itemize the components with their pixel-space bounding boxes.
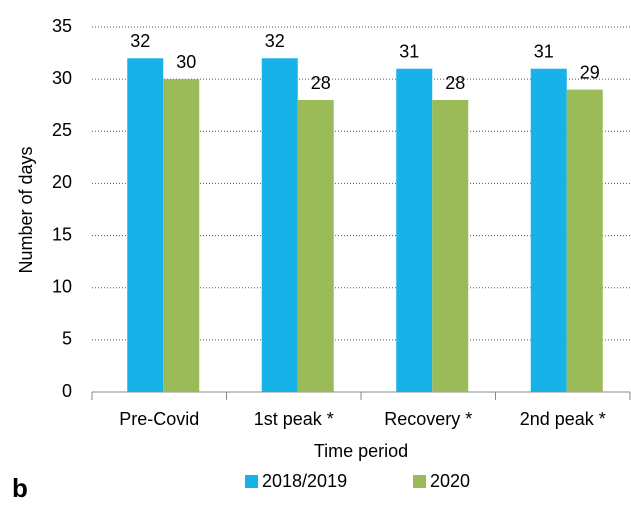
value-label: 28 (445, 73, 465, 93)
value-label: 31 (534, 41, 554, 61)
y-tick-label: 10 (52, 276, 72, 296)
y-tick-label: 35 (52, 16, 72, 36)
legend-label: 2018/2019 (262, 471, 347, 491)
bar (566, 89, 603, 393)
value-label: 30 (176, 52, 196, 72)
bar (261, 58, 298, 393)
y-tick-label: 25 (52, 120, 72, 140)
bar (432, 100, 469, 392)
bar (163, 79, 200, 393)
y-tick-label: 5 (62, 329, 72, 349)
legend-swatch (245, 475, 258, 488)
value-label: 32 (130, 31, 150, 51)
x-axis-label: Time period (314, 441, 408, 461)
y-tick-label: 15 (52, 224, 72, 244)
legend-swatch (413, 475, 426, 488)
x-tick-label: Recovery * (384, 409, 472, 429)
y-axis-label: Number of days (16, 146, 36, 273)
value-label: 31 (399, 41, 419, 61)
x-tick-label: 1st peak * (254, 409, 334, 429)
x-tick-label: Pre-Covid (119, 409, 199, 429)
bar (530, 68, 567, 392)
value-label: 32 (265, 31, 285, 51)
value-label: 29 (580, 62, 600, 82)
bar (127, 58, 164, 393)
y-tick-label: 20 (52, 172, 72, 192)
bar (297, 100, 334, 392)
y-tick-label: 30 (52, 68, 72, 88)
value-label: 28 (311, 73, 331, 93)
legend-label: 2020 (430, 471, 470, 491)
y-tick-label: 0 (62, 381, 72, 401)
panel-label: b (12, 473, 28, 503)
x-tick-label: 2nd peak * (520, 409, 606, 429)
bar (396, 68, 433, 392)
